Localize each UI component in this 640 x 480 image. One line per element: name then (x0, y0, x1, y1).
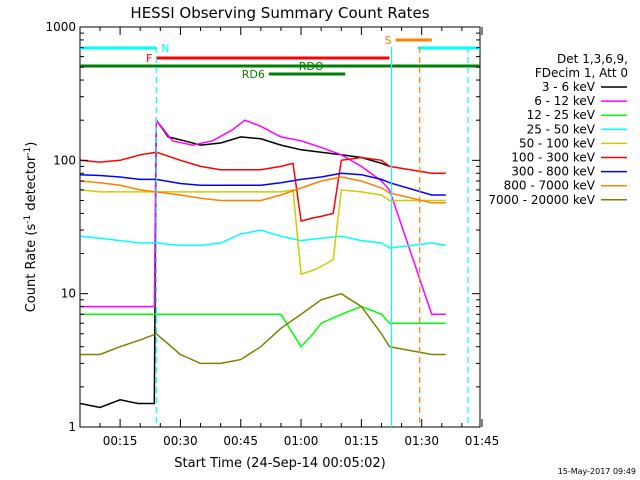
y-axis-label-main: Count Rate (s (24, 224, 39, 313)
flag-label-n: N (161, 42, 169, 55)
flag-bars: N S F RDO RD6 (80, 34, 480, 81)
flag-label-rd6: RD6 (242, 68, 265, 81)
plot-frame (79, 26, 481, 428)
legend-label-4: 50 - 100 keV (519, 136, 596, 150)
y-axis-label-sup1: -1 (23, 215, 33, 224)
x-tick-label: 00:30 (163, 434, 198, 448)
x-axis: 00:15 00:30 00:45 01:00 01:15 01:30 01:45 (99, 27, 500, 448)
legend-header-line-2: FDecim 1, Att 0 (535, 66, 628, 80)
series-line-5 (80, 151, 446, 223)
legend-label-7: 800 - 7000 keV (504, 179, 596, 193)
series-line-8 (80, 292, 446, 365)
x-tick-label: 01:00 (284, 434, 319, 448)
footer-timestamp: 15-May-2017 09:49 (558, 467, 636, 476)
x-tick-label: 01:45 (465, 434, 500, 448)
legend-label-3: 25 - 50 keV (527, 122, 596, 136)
series-lines (80, 117, 446, 409)
y-axis-label: Count Rate (s-1 detector-1) (23, 142, 39, 313)
flag-label-rdo: RDO (299, 60, 324, 73)
legend-label-5: 100 - 300 keV (511, 151, 595, 165)
series-line-6 (80, 172, 446, 196)
y-axis: 1 10 100 1000 (45, 20, 480, 434)
series-line-2 (80, 305, 446, 348)
legend-header-line-1: Det 1,3,6,9, (557, 52, 628, 66)
y-tick-label: 100 (53, 153, 76, 167)
y-tick-label: 1 (68, 420, 76, 434)
y-tick-label: 10 (61, 287, 76, 301)
y-tick-label: 1000 (45, 20, 76, 34)
legend-label-0: 3 - 6 keV (542, 80, 596, 94)
x-axis-label: Start Time (24-Sep-14 00:05:02) (174, 456, 385, 471)
y-axis-label-end: ) (24, 142, 39, 147)
legend-label-8: 7000 - 20000 keV (488, 193, 595, 207)
y-axis-label-sup2: -1 (23, 147, 33, 156)
series-line-4 (80, 189, 446, 276)
legend-label-1: 6 - 12 keV (534, 94, 596, 108)
series-line-7 (80, 176, 446, 204)
series-line-3 (80, 229, 446, 249)
plot-area: N S F RDO RD6 (79, 26, 481, 428)
x-tick-label: 00:45 (223, 434, 258, 448)
legend-label-6: 300 - 800 keV (511, 165, 595, 179)
flag-label-s: S (385, 34, 392, 47)
x-tick-label: 00:15 (103, 434, 138, 448)
flag-label-f: F (146, 52, 152, 65)
chart-title: HESSI Observing Summary Count Rates (130, 4, 429, 22)
legend: Det 1,3,6,9, FDecim 1, Att 0 3 - 6 keV6 … (488, 52, 628, 207)
x-tick-label: 01:15 (344, 434, 379, 448)
x-tick-label: 01:30 (404, 434, 439, 448)
vertical-markers (155, 47, 469, 427)
legend-label-2: 12 - 25 keV (527, 108, 596, 122)
series-line-1 (80, 118, 446, 316)
y-axis-label-mid: detector (24, 155, 39, 215)
